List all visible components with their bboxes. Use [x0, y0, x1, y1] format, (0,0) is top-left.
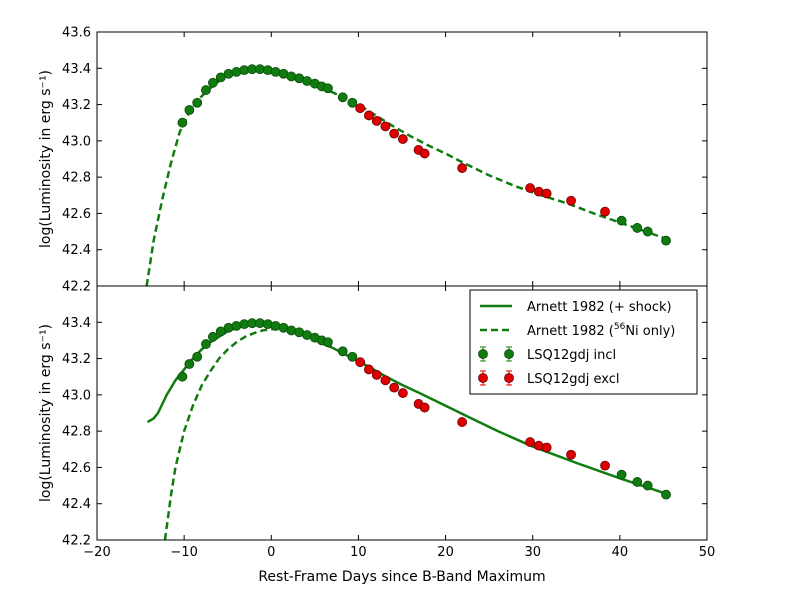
legend-label-incl: LSQ12gdj incl: [527, 348, 616, 363]
bottom-excl-point: [355, 357, 366, 368]
bottom-ytick-label: 42.8: [62, 425, 91, 440]
legend: Arnett 1982 (+ shock) Arnett 1982 (56Ni …: [469, 289, 698, 395]
top-ytick-label: 43.2: [62, 98, 91, 113]
top-incl-point: [207, 77, 218, 88]
legend-red-point-icon: [478, 370, 514, 386]
xtick-label: −20: [83, 545, 110, 560]
top-incl-point: [632, 223, 643, 233]
legend-label-ni-prefix: Arnett 1982 (: [527, 324, 614, 339]
bottom-excl-point: [566, 449, 576, 460]
bottom-excl-point: [371, 369, 382, 380]
top-excl-point: [525, 183, 535, 193]
bottom-excl-point: [380, 375, 391, 386]
legend-label-ni-sup: 56: [614, 322, 626, 332]
bottom-incl-point: [215, 326, 226, 337]
top-incl-point: [192, 97, 203, 108]
legend-green-point-icon: [478, 346, 514, 362]
top-incl-point: [201, 85, 211, 95]
top-excl-point: [600, 206, 610, 217]
legend-label-ni-suffix: Ni only): [625, 324, 675, 339]
top-ytick-label: 42.8: [62, 171, 91, 186]
top-incl-point: [347, 97, 358, 108]
top-excl-point: [389, 128, 400, 139]
bottom-y-axis-label: log(Luminosity in erg s⁻¹): [38, 324, 54, 502]
bottom-incl-point: [347, 351, 358, 362]
xtick-label: 40: [612, 545, 629, 560]
top-excl-point: [371, 116, 382, 126]
legend-label-ni-only: Arnett 1982 (56Ni only): [527, 322, 675, 339]
xtick-label: −10: [170, 545, 197, 560]
top-incl-point: [215, 72, 226, 83]
xtick-label: 30: [524, 545, 541, 560]
legend-label-excl: LSQ12gdj excl: [527, 372, 620, 387]
top-ytick-label: 43.4: [62, 62, 91, 77]
bottom-panel: [146, 318, 671, 540]
bottom-incl-point: [201, 339, 211, 349]
top-incl-point: [323, 83, 333, 94]
bottom-incl-point: [184, 359, 195, 369]
top-panel: [145, 64, 671, 286]
top-ytick-label: 43.6: [62, 26, 91, 41]
top-ytick-label: 42.2: [62, 280, 91, 295]
bottom-excl-point: [397, 388, 408, 398]
bottom-excl-point: [363, 364, 374, 375]
bottom-incl-point: [192, 351, 203, 362]
top-excl-point: [419, 148, 430, 159]
bottom-incl-point: [323, 337, 333, 348]
bottom-ytick-label: 43.2: [62, 352, 91, 367]
top-incl-point: [337, 92, 348, 103]
bottom-excl-point: [541, 442, 552, 453]
bottom-incl-point: [207, 331, 218, 342]
xtick-label: 0: [267, 545, 275, 560]
top-ytick-label: 42.6: [62, 207, 91, 222]
top-ytick-label: 43.0: [62, 134, 91, 149]
top-excl-point: [457, 163, 468, 173]
top-excl-point: [541, 188, 552, 199]
top-excl-point: [566, 195, 576, 206]
top-excl-point: [355, 103, 366, 114]
top-y-axis-label: log(Luminosity in erg s⁻¹): [38, 70, 54, 248]
bottom-ytick-label: 42.6: [62, 461, 91, 476]
legend-label-shock: Arnett 1982 (+ shock): [527, 300, 672, 315]
bottom-ytick-label: 43.0: [62, 388, 91, 403]
xtick-label: 10: [350, 545, 367, 560]
xtick-label: 50: [699, 545, 716, 560]
top-incl-point: [616, 215, 627, 226]
top-excl-point: [397, 134, 408, 144]
top-incl-point: [177, 117, 188, 128]
top-ytick-label: 42.4: [62, 243, 91, 258]
bottom-incl-point: [177, 371, 188, 382]
bottom-excl-point: [419, 402, 430, 413]
bottom-incl-point: [337, 346, 348, 357]
bottom-ytick-label: 42.2: [62, 534, 91, 549]
top-excl-point: [363, 110, 374, 121]
bottom-excl-point: [457, 417, 468, 427]
bottom-ytick-label: 42.4: [62, 497, 91, 512]
top-incl-point: [661, 235, 671, 246]
bottom-excl-point: [525, 437, 535, 447]
bottom-excl-point: [600, 460, 610, 471]
bottom-incl-point: [661, 489, 671, 500]
bottom-panel-frame: [96, 285, 708, 541]
bottom-excl-point: [389, 382, 400, 393]
top-excl-point: [380, 121, 391, 132]
top-incl-point: [184, 105, 195, 115]
bottom-incl-point: [632, 477, 643, 487]
top-incl-point: [642, 226, 653, 237]
bottom-incl-point: [642, 480, 653, 491]
xtick-label: 20: [437, 545, 454, 560]
bottom-incl-point: [616, 469, 627, 480]
x-axis-label: Rest-Frame Days since B-Band Maximum: [258, 569, 545, 585]
bottom-ytick-label: 43.4: [62, 316, 91, 331]
